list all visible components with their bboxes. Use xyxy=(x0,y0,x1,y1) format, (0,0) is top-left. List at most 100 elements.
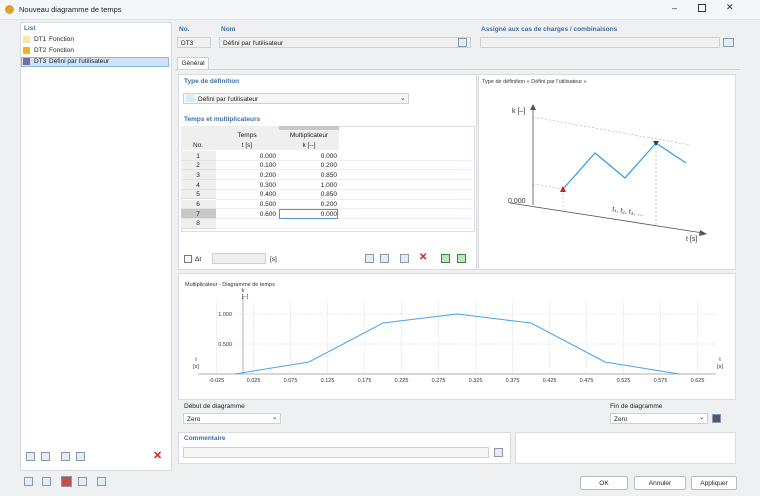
table-cell[interactable]: 0.200 xyxy=(320,162,337,170)
table-cell[interactable]: 3 xyxy=(196,171,200,179)
comment-button[interactable] xyxy=(494,448,503,457)
item-name[interactable]: Fonction xyxy=(49,47,74,54)
column-unit: t [s] xyxy=(241,142,253,149)
comment-field[interactable] xyxy=(183,447,489,458)
table-cell[interactable]: 8 xyxy=(196,220,200,228)
dropdown-arrow[interactable]: ⌄ xyxy=(272,414,278,421)
end-select[interactable]: Zero xyxy=(610,413,708,424)
table-cell[interactable]: 0.400 xyxy=(259,191,276,199)
end-label: Fin de diagramme xyxy=(610,403,663,410)
no-label: No. xyxy=(179,26,190,33)
no-field[interactable]: DT3 xyxy=(177,37,211,48)
table-tool[interactable] xyxy=(441,254,450,263)
assigned-label: Assigné aux cas de charges / combinaison… xyxy=(481,26,618,33)
illustration-panel xyxy=(478,74,736,270)
apply-button[interactable]: Appliquer xyxy=(691,476,737,490)
row-header xyxy=(181,160,216,171)
spin-box[interactable] xyxy=(279,209,338,219)
item-id[interactable]: DT2 xyxy=(34,47,47,54)
x-unit: [s] xyxy=(717,364,723,370)
row-line xyxy=(216,179,473,181)
item-swatch xyxy=(23,36,30,43)
definition-select[interactable]: Défini par l'utilisateur xyxy=(183,93,409,104)
tool-button[interactable] xyxy=(26,452,35,461)
dropdown-arrow[interactable]: ⌄ xyxy=(699,414,705,421)
cancel-button[interactable]: Annuler xyxy=(634,476,686,490)
column-unit: No. xyxy=(192,142,204,149)
row-header xyxy=(181,151,216,161)
table-cell[interactable]: 0.300 xyxy=(259,181,276,189)
table-cell[interactable]: 5 xyxy=(196,191,200,199)
assigned-field[interactable] xyxy=(480,37,720,48)
x-tick-label: 0.475 xyxy=(580,378,594,384)
table-tool[interactable] xyxy=(380,254,389,263)
x-tick-label: 0.075 xyxy=(284,378,298,384)
table-cell[interactable]: 0.200 xyxy=(320,201,337,208)
table-cell[interactable]: 0.000 xyxy=(320,210,337,218)
edit-button[interactable] xyxy=(458,38,467,47)
row-header xyxy=(181,209,216,219)
arrow xyxy=(530,104,536,110)
chart-title: Multiplicateur - Diagramme de temps xyxy=(185,282,275,288)
column-selected xyxy=(279,126,339,130)
tab[interactable]: Général xyxy=(177,57,209,70)
checkbox[interactable] xyxy=(184,255,192,263)
table-cell[interactable]: 0.200 xyxy=(259,171,276,179)
maximize[interactable] xyxy=(698,4,706,12)
selected-row[interactable] xyxy=(21,57,169,67)
table-tool[interactable] xyxy=(457,254,466,263)
tool-button[interactable] xyxy=(76,452,85,461)
table-tool[interactable] xyxy=(400,254,409,263)
bottom-tool[interactable] xyxy=(42,477,51,486)
ok-button[interactable]: OK xyxy=(580,476,628,490)
item-id[interactable]: DT3 xyxy=(34,58,47,65)
table-cell[interactable]: 1.000 xyxy=(320,181,337,189)
item-id[interactable]: DT1 xyxy=(34,36,47,43)
start-select[interactable]: Zero xyxy=(183,413,281,424)
delta-field[interactable] xyxy=(212,253,266,264)
bottom-tool[interactable] xyxy=(61,476,72,487)
bottom-tool[interactable] xyxy=(97,477,106,486)
table-tool[interactable] xyxy=(365,254,374,263)
delete-button[interactable]: ✕ xyxy=(153,450,163,462)
x-tick-label: 0.575 xyxy=(654,378,668,384)
x-tick-label: 0.125 xyxy=(321,378,335,384)
item-swatch xyxy=(23,58,30,65)
table-cell[interactable]: 4 xyxy=(196,181,200,189)
t-points-label: t₁, t₂, t₃, ... xyxy=(612,206,644,218)
table-cell[interactable]: 0.000 xyxy=(320,152,337,160)
options-button[interactable] xyxy=(712,414,721,423)
table-cell[interactable]: 0.600 xyxy=(259,210,276,218)
app-icon xyxy=(5,5,14,14)
name-field[interactable]: Défini par l'utilisateur xyxy=(219,37,471,48)
x-tick-label: 0.375 xyxy=(506,378,520,384)
row-line xyxy=(216,217,473,219)
close[interactable]: ✕ xyxy=(726,2,734,12)
t-label: t [s] xyxy=(686,236,697,243)
bottom-tool[interactable] xyxy=(78,477,87,486)
table-cell[interactable]: 0.500 xyxy=(259,201,276,208)
table-cell[interactable]: 0.850 xyxy=(320,191,337,199)
table-delete[interactable]: ✕ xyxy=(419,252,428,263)
item-name[interactable]: Défini par l'utilisateur xyxy=(49,58,110,65)
assign-button[interactable] xyxy=(723,38,734,47)
table-cell[interactable]: 1 xyxy=(196,152,200,160)
table-cell[interactable]: 6 xyxy=(196,201,200,208)
table-cell[interactable]: 0.100 xyxy=(259,162,276,170)
bottom-tool[interactable] xyxy=(24,477,33,486)
minimize[interactable]: – xyxy=(672,3,678,13)
table-cell[interactable]: 0.850 xyxy=(320,171,337,179)
info-panel xyxy=(515,432,736,464)
y-tick-label: 0.500 xyxy=(218,342,232,348)
start-label: Début de diagramme xyxy=(184,403,245,410)
name-label: Nom xyxy=(221,26,236,33)
tool-button[interactable] xyxy=(61,452,70,461)
table-cell[interactable]: 7 xyxy=(196,210,200,218)
y-unit: [--] xyxy=(242,294,249,300)
item-name[interactable]: Fonction xyxy=(49,36,74,43)
table-cell[interactable]: 0.000 xyxy=(259,152,276,160)
table-cell[interactable]: 2 xyxy=(196,162,200,170)
tool-button[interactable] xyxy=(41,452,50,461)
dropdown-arrow[interactable]: ⌄ xyxy=(400,95,406,102)
x-tick-label: 0.625 xyxy=(691,378,705,384)
